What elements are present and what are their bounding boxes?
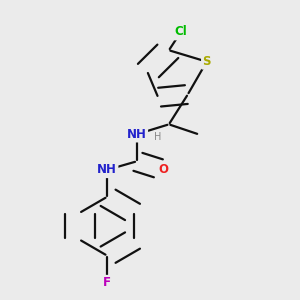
Text: F: F (103, 276, 111, 289)
Text: S: S (202, 55, 211, 68)
Text: H: H (154, 132, 162, 142)
Text: Cl: Cl (175, 25, 188, 38)
Text: NH: NH (97, 164, 117, 176)
Text: O: O (158, 164, 169, 176)
Text: NH: NH (127, 128, 146, 141)
Text: H: H (154, 132, 163, 142)
